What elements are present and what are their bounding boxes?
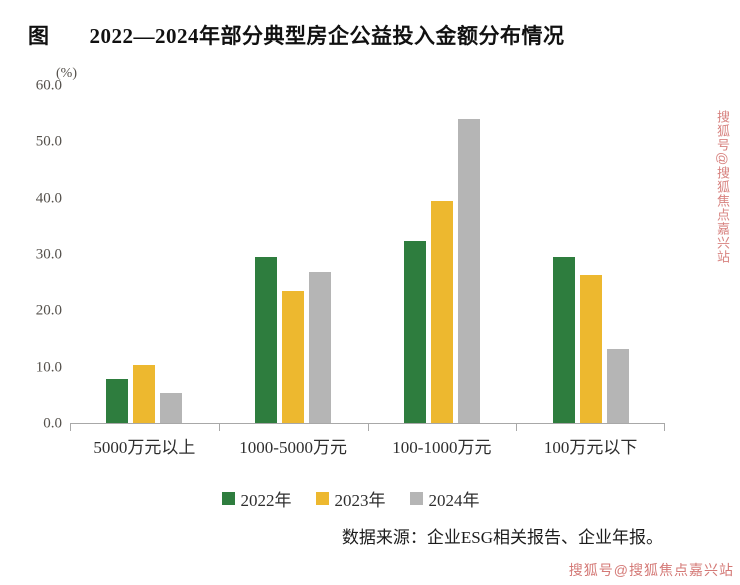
bar-2024-cat3 <box>457 119 480 423</box>
bar-2023-cat3 <box>430 201 453 423</box>
bar-group-2 <box>219 256 368 423</box>
y-tick-label: 40.0 <box>35 190 62 207</box>
bar-chart: (%) 0.0 10.0 20.0 30.0 40.0 50.0 60.0 5000万元以上… <box>26 66 665 548</box>
bar-group-4 <box>516 256 665 423</box>
x-tick-label: 100万元以下 <box>516 424 665 458</box>
y-tick-label: 10.0 <box>35 359 62 376</box>
bar-2023-cat4 <box>579 275 602 423</box>
legend-swatch <box>315 492 329 505</box>
bar-2023-cat2 <box>282 290 305 423</box>
y-tick-label: 20.0 <box>35 302 62 319</box>
legend-label: 2024年 <box>428 491 480 510</box>
bar-group-1 <box>70 365 219 423</box>
bar-2024-cat4 <box>606 348 629 423</box>
bar-2022-cat4 <box>552 256 575 423</box>
legend: 2022年 2023年 2024年 <box>36 486 665 511</box>
page-title: 2022—2024年部分典型房企公益投入金额分布情况 <box>89 24 565 48</box>
x-tick-label: 100-1000万元 <box>367 424 517 458</box>
bar-2022-cat3 <box>403 240 426 423</box>
bar-2022-cat2 <box>255 256 278 423</box>
bar-2023-cat1 <box>133 365 156 423</box>
bar-2024-cat1 <box>160 393 183 423</box>
bar-group-3 <box>368 119 517 423</box>
plot-area <box>70 86 665 424</box>
x-axis: 5000万元以上 1000-5000万元 100-1000万元 100万元以下 <box>70 424 665 458</box>
figure-label: 图 <box>28 24 50 48</box>
watermark-vertical: 搜狐号@搜狐焦点嘉兴站 <box>715 110 730 265</box>
data-source: 数据来源：企业ESG相关报告、企业年报。 <box>341 528 663 547</box>
y-tick-label: 50.0 <box>35 133 62 150</box>
legend-item-2022: 2022年 <box>221 486 292 511</box>
y-tick-label: 30.0 <box>35 246 62 263</box>
legend-swatch <box>221 492 235 505</box>
y-tick-label: 0.0 <box>43 415 62 432</box>
y-axis: 0.0 10.0 20.0 30.0 40.0 50.0 60.0 <box>26 78 70 432</box>
x-tick-label: 5000万元以上 <box>93 438 196 457</box>
figure-title: 图 2022—2024年部分典型房企公益投入金额分布情况 <box>0 0 740 50</box>
y-axis-unit-label: (%) <box>56 66 77 81</box>
x-tick-label: 1000-5000万元 <box>218 424 368 458</box>
legend-item-2024: 2024年 <box>409 486 480 511</box>
legend-label: 2022年 <box>240 491 292 510</box>
watermark-bottom: 搜狐号@搜狐焦点嘉兴站 <box>568 562 734 578</box>
y-tick-label: 60.0 <box>35 77 62 94</box>
legend-label: 2023年 <box>334 491 386 510</box>
bar-2024-cat2 <box>309 272 332 423</box>
legend-item-2023: 2023年 <box>315 486 386 511</box>
legend-swatch <box>409 492 423 505</box>
bar-2022-cat1 <box>106 378 129 423</box>
